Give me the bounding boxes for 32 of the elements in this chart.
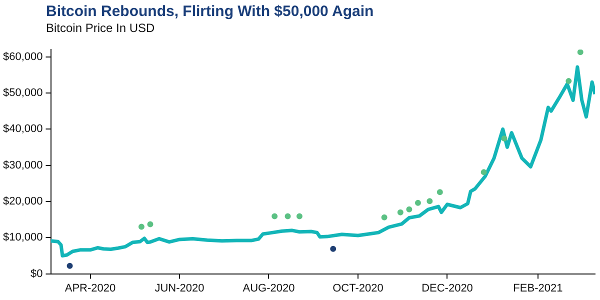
x-tick-label: JUN-2020 bbox=[154, 282, 204, 294]
point bbox=[272, 213, 278, 220]
point bbox=[397, 209, 404, 216]
point bbox=[138, 224, 144, 230]
y-tick-label: $20,000 bbox=[2, 196, 43, 208]
x-tick-label: OCT-2020 bbox=[332, 282, 384, 294]
point bbox=[381, 214, 388, 220]
y-tick-label: $50,000 bbox=[2, 87, 43, 100]
point bbox=[147, 221, 154, 228]
x-tick-label: FEB-2021 bbox=[513, 282, 563, 294]
y-tick-label: $60,000 bbox=[2, 50, 43, 63]
point bbox=[406, 206, 412, 212]
point bbox=[66, 262, 73, 269]
x-tick-label: APR-2020 bbox=[64, 282, 116, 294]
x-tick-label: DEC-2020 bbox=[422, 282, 473, 294]
point bbox=[436, 189, 443, 196]
y-tick-label: $40,000 bbox=[2, 123, 43, 136]
point bbox=[296, 213, 302, 220]
point bbox=[426, 198, 433, 204]
y-tick-label: $10,000 bbox=[2, 232, 43, 244]
y-tick-label: $30,000 bbox=[2, 159, 43, 172]
chart-subtitle: Bitcoin Price In USD bbox=[46, 21, 155, 35]
x-tick-label: AUG-2020 bbox=[242, 282, 295, 294]
point bbox=[330, 246, 336, 252]
point bbox=[577, 50, 584, 56]
point bbox=[284, 213, 291, 220]
point bbox=[566, 78, 572, 84]
y-tick-label: $0 bbox=[30, 268, 43, 280]
point bbox=[414, 200, 421, 206]
point bbox=[480, 169, 487, 176]
chart-title: Bitcoin Rebounds, Flirting With $50,000 Again bbox=[46, 3, 374, 20]
point bbox=[501, 136, 508, 142]
